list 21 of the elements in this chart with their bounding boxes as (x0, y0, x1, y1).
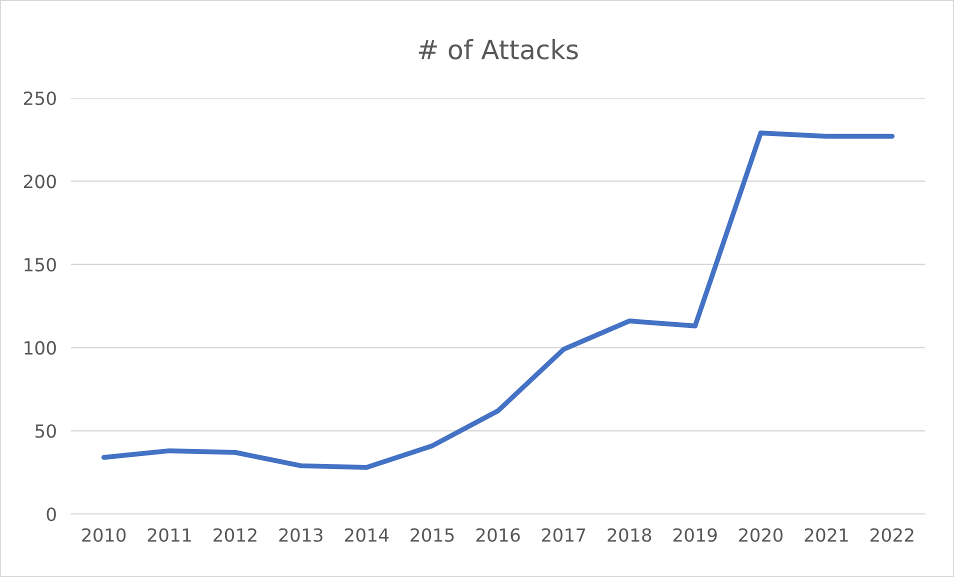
y-tick-label: 0 (46, 507, 56, 522)
x-tick-label: 2018 (608, 528, 652, 542)
y-tick-label: 250 (24, 91, 56, 106)
line-series (101, 130, 895, 470)
x-tick-label: 2015 (410, 528, 454, 542)
x-tick-label: 2019 (673, 528, 717, 542)
x-tick-label: 2011 (148, 528, 191, 542)
chart-title: # of Attacks (418, 39, 578, 60)
x-tick-label: 2014 (344, 528, 389, 542)
x-tick-label: 2021 (804, 528, 848, 542)
y-tick-label: 100 (24, 341, 56, 355)
x-tick-label: 2013 (279, 528, 322, 542)
x-tick-label: 2020 (739, 528, 783, 542)
y-tick-label: 50 (36, 424, 56, 438)
x-tick-label: 2016 (476, 528, 520, 542)
y-tick-label: 200 (24, 174, 56, 188)
x-tick-label: 2010 (82, 528, 126, 542)
x-tick-label: 2017 (542, 528, 586, 542)
y-tick-label: 150 (24, 258, 56, 272)
x-tick-label: 2012 (214, 528, 256, 542)
x-tick-label: 2022 (870, 528, 914, 542)
